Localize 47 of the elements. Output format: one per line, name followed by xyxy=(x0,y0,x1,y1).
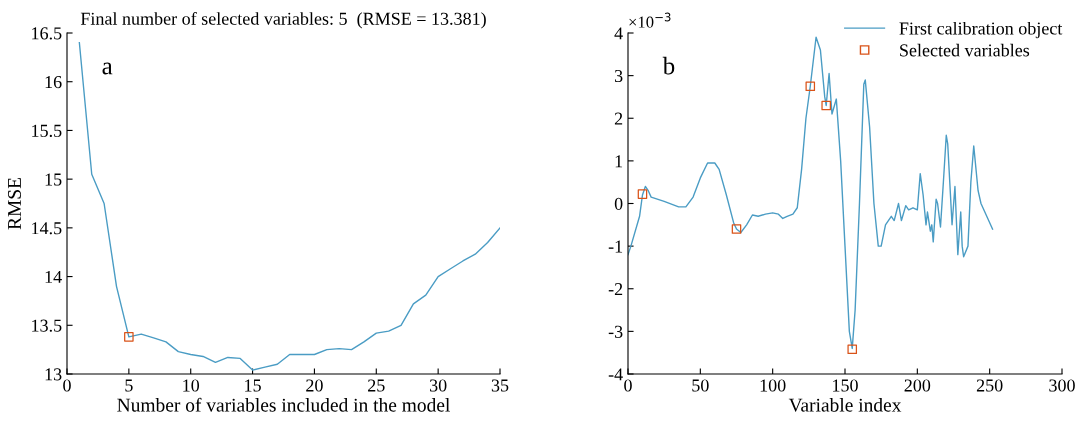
legend-label: First calibration object xyxy=(899,21,1063,39)
y-tick-label: 14.5 xyxy=(32,222,62,235)
point xyxy=(731,224,742,234)
chart-title: Final number of selected variables: 5 (RMSE = 13.381) xyxy=(80,11,486,29)
point xyxy=(805,81,816,92)
y-tick-label: 16 xyxy=(45,76,62,89)
y-tick-label: 13 xyxy=(45,368,62,381)
y-tick-label: 2 xyxy=(614,112,623,125)
x-tick-label: 20 xyxy=(306,379,323,392)
y-tick-label: 3 xyxy=(614,69,623,83)
x-tick-label: 15 xyxy=(245,379,261,392)
point xyxy=(821,100,831,111)
y-tick-label: 1 xyxy=(615,155,623,168)
y-tick-label: 14 xyxy=(45,270,62,283)
y-tick-label: -1 xyxy=(608,240,623,253)
x-tick-label: 0 xyxy=(63,379,71,392)
legend-label: Selected variables xyxy=(900,43,1030,57)
line-series xyxy=(78,42,500,371)
y-tick-label: 13.5 xyxy=(32,319,62,332)
text: ×10$^{−3}$ xyxy=(629,12,671,28)
x-tick-label: 0 xyxy=(624,379,632,392)
y-tick-label: 15 xyxy=(45,173,62,186)
y-tick-label: -2 xyxy=(608,283,623,296)
x-tick-label: 100 xyxy=(760,379,786,392)
x-tick-label: 250 xyxy=(976,379,1003,392)
x-tick-label: 150 xyxy=(833,379,858,392)
y-tick-label: -3 xyxy=(608,325,623,338)
x-tick-label: 5 xyxy=(125,379,133,392)
y-tick-label: 15.5 xyxy=(32,124,62,137)
x-tick-label: 10 xyxy=(183,379,200,392)
x-tick-label: 35 xyxy=(491,379,509,392)
y-axis-title: RMSE xyxy=(7,177,22,230)
x-tick-label: 300 xyxy=(1049,379,1075,392)
annotation: b xyxy=(662,56,675,75)
y-tick-label: 0 xyxy=(614,197,623,210)
x-tick-label: 50 xyxy=(692,379,709,392)
point xyxy=(637,189,648,199)
y-tick-label: 4 xyxy=(614,27,623,40)
x-tick-label: 200 xyxy=(904,379,931,392)
x-axis-title: Number of variables included in the model xyxy=(117,397,450,412)
y-tick-label: -4 xyxy=(608,368,623,381)
x-tick-label: 25 xyxy=(368,379,385,392)
point xyxy=(847,344,858,355)
y-tick-label: 16.5 xyxy=(32,27,62,40)
x-axis-title: Variable index xyxy=(788,398,902,412)
x-tick-label: 30 xyxy=(429,379,447,392)
annotation: a xyxy=(102,62,113,75)
